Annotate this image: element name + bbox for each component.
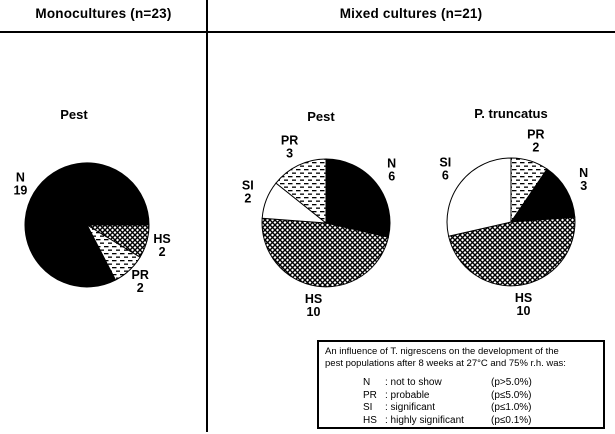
pie-1-slice-n bbox=[325, 158, 391, 238]
legend-code-pr: PR bbox=[363, 389, 377, 401]
pie-2-label-pr: PR 2 bbox=[527, 128, 544, 155]
pie-0-label-hs: HS 2 bbox=[153, 232, 170, 259]
legend-pvalue-pr: (p≤5.0%) bbox=[491, 389, 532, 401]
panel-header-monocultures: Monocultures (n=23) bbox=[35, 6, 172, 21]
legend-box: An influence of T. nigrescens on the dev… bbox=[317, 340, 605, 429]
pie-0-label-n: N 19 bbox=[13, 171, 27, 198]
pie-0-label-pr: PR 2 bbox=[132, 268, 149, 295]
legend-code-n: N bbox=[363, 377, 371, 388]
pie-0-slice-n bbox=[24, 162, 150, 288]
pie-1-label-hs: HS 10 bbox=[305, 292, 322, 319]
legend-row-si: SI : significant (p≤1.0%) bbox=[319, 402, 603, 415]
legend-pvalue-n: (p>5.0%) bbox=[491, 377, 532, 388]
legend-code-si: SI bbox=[363, 402, 373, 413]
pie-2-label-si: SI 6 bbox=[439, 156, 451, 183]
panel-header-mixed-cultures: Mixed cultures (n=21) bbox=[339, 6, 483, 21]
pie-1-slice-hs bbox=[261, 217, 390, 288]
legend-desc-pr: : probable bbox=[385, 389, 430, 401]
legend-intro-line1: An influence of T. nigrescens on the dev… bbox=[325, 346, 559, 357]
legend-pvalue-hs: (p≤0.1%) bbox=[491, 414, 532, 426]
legend-row-pr: PR : probable (p≤5.0%) bbox=[319, 390, 603, 403]
pie-1-label-si: SI 2 bbox=[242, 178, 254, 205]
legend-desc-si: : significant bbox=[385, 402, 436, 413]
legend-rows: N : not to show (p>5.0%) PR : probable (… bbox=[319, 377, 603, 427]
legend-row-n: N : not to show (p>5.0%) bbox=[319, 377, 603, 390]
pie-1-slice-pr bbox=[275, 158, 327, 225]
legend-desc-hs: : highly significant bbox=[385, 414, 464, 426]
header-underline bbox=[0, 31, 615, 33]
pie-2-label-hs: HS 10 bbox=[515, 291, 532, 318]
pie-2-slice-si bbox=[446, 157, 512, 237]
pie-title-mixed-pest: Pest bbox=[307, 109, 335, 124]
legend-pvalue-si: (p≤1.0%) bbox=[491, 402, 532, 413]
pie-title-monocultures-pest: Pest bbox=[60, 107, 88, 122]
pie-2-slice-hs bbox=[447, 216, 576, 287]
pie-title-mixed-ptruncatus: P. truncatus bbox=[474, 106, 548, 121]
legend-code-hs: HS bbox=[363, 414, 377, 426]
panel-divider-line bbox=[206, 0, 208, 432]
pie-1-label-pr: PR 3 bbox=[281, 133, 298, 160]
legend-desc-n: : not to show bbox=[385, 377, 442, 388]
legend-row-hs: HS : highly significant (p≤0.1%) bbox=[319, 415, 603, 428]
legend-intro-line2: pest populations after 8 weeks at 27°C a… bbox=[325, 358, 566, 369]
pie-2-slice-n bbox=[510, 168, 576, 223]
legend-intro: An influence of T. nigrescens on the dev… bbox=[319, 342, 603, 370]
